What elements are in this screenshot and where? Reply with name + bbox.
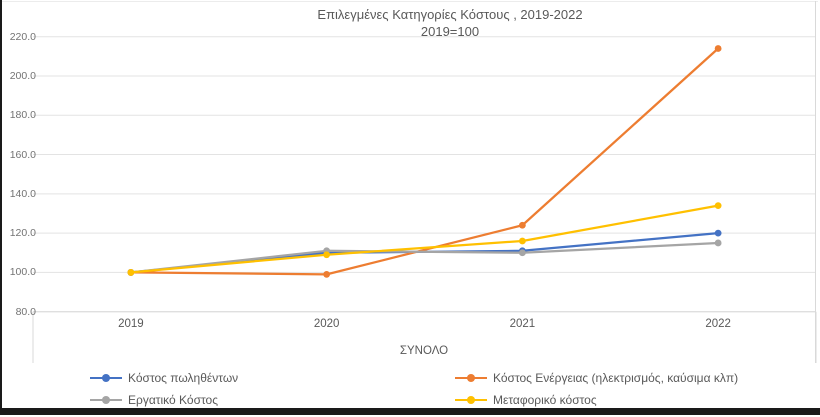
legend-marker-icon (90, 396, 122, 404)
series-line (129, 47, 720, 276)
y-tick-label: 200.0 (9, 69, 36, 82)
legend-item: Κόστος πωληθέντων (90, 371, 455, 385)
chart-legend: Κόστος πωληθέντων Κόστος Ενέργειας (ηλεκτ… (90, 367, 810, 411)
y-tick-label: 220.0 (9, 30, 36, 43)
data-point (518, 237, 526, 245)
data-point (714, 229, 722, 237)
chart-border-right (815, 1, 816, 363)
legend-item: Κόστος Ενέργειας (ηλεκτρισμός, καύσιμα κ… (455, 371, 810, 385)
legend-label: Κόστος Ενέργειας (ηλεκτρισμός, καύσιμα κ… (493, 371, 739, 385)
data-point (323, 270, 331, 278)
chart-title-block: Επιλεγμένες Κατηγορίες Κόστους , 2019-20… (80, 6, 820, 40)
x-axis-field-label: ΣΥΝΟΛΟ (399, 345, 449, 357)
chart-title: Επιλεγμένες Κατηγορίες Κόστους , 2019-20… (317, 7, 583, 22)
data-point (127, 269, 135, 276)
legend-label: Εργατικό Κόστος (128, 393, 218, 407)
y-tick-label: 100.0 (9, 266, 36, 279)
y-tick-label: 160.0 (9, 148, 36, 161)
data-point (518, 221, 526, 229)
data-point (323, 251, 331, 259)
series-line (129, 204, 720, 274)
legend-label: Κόστος πωληθέντων (128, 371, 239, 385)
legend-item: Εργατικό Κόστος (90, 393, 455, 407)
x-tick-label: 2019 (118, 318, 144, 330)
chart-subtitle: 2019=100 (420, 24, 480, 39)
y-tick-label: 120.0 (9, 227, 36, 240)
legend-marker-icon (455, 374, 487, 382)
window-edge-left (0, 0, 2, 415)
data-point (714, 239, 722, 247)
data-point (714, 202, 722, 210)
legend-marker-icon (455, 396, 487, 404)
data-point (714, 45, 722, 52)
legend-label: Μεταφορικό κόστος (493, 393, 597, 407)
window-edge-bottom (0, 408, 820, 415)
chart-border-top (2, 1, 818, 2)
data-point (518, 249, 526, 257)
x-tick-label: 2020 (313, 318, 340, 330)
x-tick-label: 2022 (705, 318, 731, 330)
legend-marker-icon (90, 374, 122, 382)
series-line (129, 241, 720, 274)
legend-item: Μεταφορικό κόστος (455, 393, 810, 407)
y-tick-label: 180.0 (9, 109, 36, 122)
y-tick-label: 140.0 (9, 187, 36, 200)
y-tick-label: 80.0 (15, 305, 36, 318)
x-tick-label: 2021 (509, 318, 536, 330)
